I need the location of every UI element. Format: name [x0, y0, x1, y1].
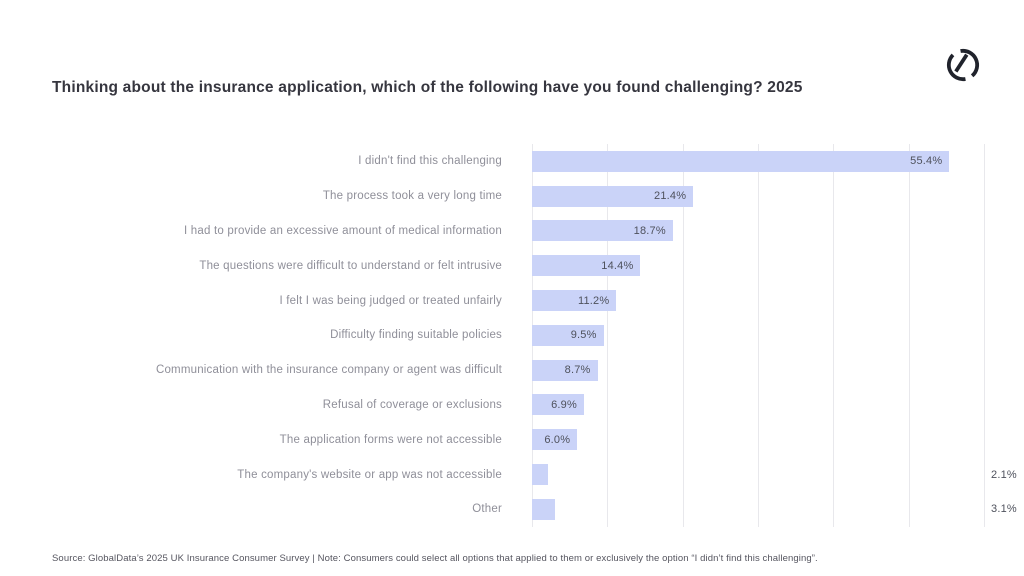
gridline — [607, 144, 609, 527]
category-label: The questions were difficult to understa… — [199, 259, 502, 272]
value-label: 9.5% — [570, 329, 597, 342]
bar-row: Other 3.1% — [0, 492, 1024, 527]
value-label: 55.4% — [910, 155, 943, 168]
bar: 14.4% — [532, 255, 641, 277]
value-label: 6.0% — [544, 433, 571, 446]
value-label: 14.4% — [601, 259, 634, 272]
bar-track: 11.2% — [532, 290, 984, 312]
bar-track: 6.9% — [532, 394, 984, 416]
bar-row: Refusal of coverage or exclusions 6.9% — [0, 388, 1024, 423]
value-label: 6.9% — [551, 398, 577, 411]
bar-row: Difficulty finding suitable policies 9.5% — [0, 318, 1024, 353]
category-label: Refusal of coverage or exclusions — [322, 398, 502, 411]
bar-row: I had to provide an excessive amount of … — [0, 214, 1024, 249]
bar — [532, 464, 548, 486]
source-note: Source: GlobalData’s 2025 UK Insurance C… — [52, 553, 818, 564]
category-label: Communication with the insurance company… — [155, 364, 502, 377]
category-label: I didn't find this challenging — [358, 155, 502, 168]
gridline — [758, 144, 759, 527]
bar-track: 14.4% — [532, 255, 984, 277]
value-label: 3.1% — [991, 503, 1017, 516]
gridline — [833, 144, 835, 527]
category-label: Difficulty finding suitable policies — [330, 329, 502, 342]
bar-row: The questions were difficult to understa… — [0, 248, 1024, 283]
globaldata-logo-icon — [946, 48, 980, 82]
category-label: I had to provide an excessive amount of … — [184, 224, 502, 237]
bar-rows: I didn't find this challenging 55.4% The p… — [0, 144, 1024, 527]
bar-row: The company's website or app was not acc… — [0, 457, 1024, 492]
bar-track: 6.0% — [532, 429, 984, 451]
bar: 8.7% — [532, 359, 598, 381]
chart-title: Thinking about the insurance application… — [52, 79, 803, 96]
bar: 18.7% — [532, 220, 673, 242]
bar-row: I felt I was being judged or treated unf… — [0, 283, 1024, 318]
bar: 55.4% — [532, 150, 950, 172]
bar-row: The application forms were not accessibl… — [0, 422, 1024, 457]
bar-track: 3.1% — [532, 498, 1017, 520]
value-label: 11.2% — [577, 294, 610, 307]
bar-row: Communication with the insurance company… — [0, 353, 1024, 388]
bar — [532, 498, 556, 520]
bar-track: 55.4% — [532, 150, 984, 172]
bar: 9.5% — [532, 324, 604, 346]
bar: 6.9% — [532, 394, 584, 416]
value-label: 2.1% — [991, 468, 1017, 481]
bar-track: 8.7% — [532, 359, 984, 381]
category-label: Other — [472, 503, 502, 516]
gridline — [908, 144, 910, 527]
bar: 6.0% — [532, 429, 578, 451]
category-label: The company's website or app was not acc… — [237, 468, 502, 481]
gridline — [682, 144, 684, 527]
bar-track: 9.5% — [532, 324, 984, 346]
bar: 21.4% — [532, 185, 694, 207]
bar-row: The process took a very long time 21.4% — [0, 179, 1024, 214]
category-label: The application forms were not accessibl… — [279, 433, 502, 446]
bar-chart: I didn't find this challenging 55.4% The p… — [0, 144, 1024, 527]
bar-track: 2.1% — [532, 464, 1017, 486]
value-label: 8.7% — [564, 364, 591, 377]
value-label: 21.4% — [654, 190, 687, 203]
gridline — [984, 144, 985, 527]
category-label: The process took a very long time — [322, 190, 502, 203]
bar-row: I didn't find this challenging 55.4% — [0, 144, 1024, 179]
category-label: I felt I was being judged or treated unf… — [279, 294, 502, 307]
bar-track: 21.4% — [532, 185, 984, 207]
bar: 11.2% — [532, 290, 617, 312]
value-label: 18.7% — [633, 224, 666, 237]
bar-track: 18.7% — [532, 220, 984, 242]
